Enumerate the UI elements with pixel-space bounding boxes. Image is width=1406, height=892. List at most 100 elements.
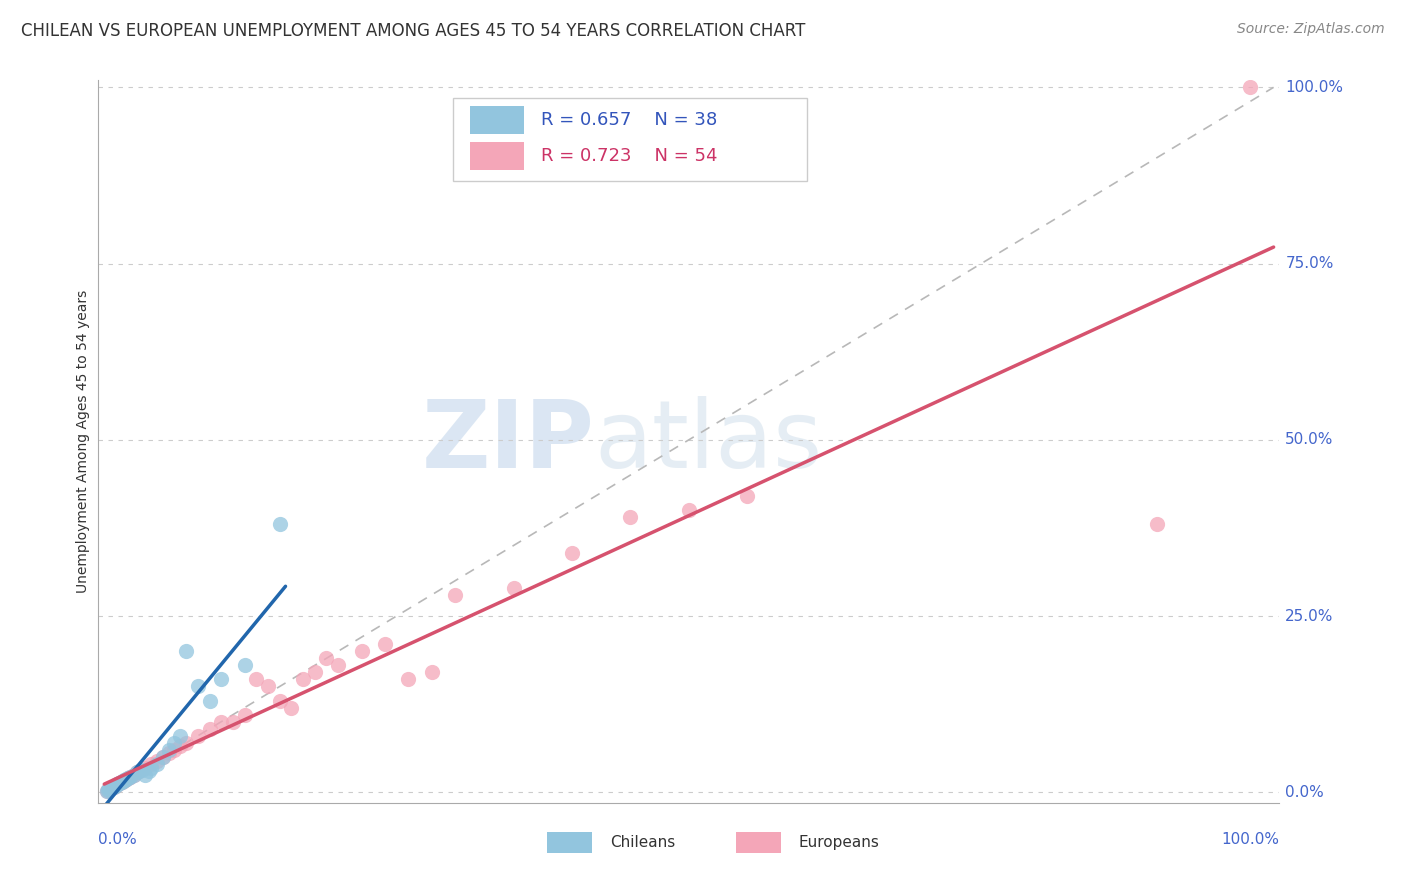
Text: Europeans: Europeans bbox=[799, 835, 880, 850]
Point bbox=[157, 743, 180, 757]
Point bbox=[108, 776, 131, 790]
Point bbox=[187, 729, 209, 743]
Point bbox=[209, 673, 232, 687]
Text: Chileans: Chileans bbox=[610, 835, 675, 850]
Point bbox=[1239, 80, 1261, 95]
Text: CHILEAN VS EUROPEAN UNEMPLOYMENT AMONG AGES 45 TO 54 YEARS CORRELATION CHART: CHILEAN VS EUROPEAN UNEMPLOYMENT AMONG A… bbox=[21, 22, 806, 40]
Point bbox=[198, 722, 221, 736]
Bar bbox=[737, 831, 782, 854]
Point bbox=[111, 774, 134, 789]
Point bbox=[169, 729, 191, 743]
Point bbox=[280, 700, 302, 714]
Bar bbox=[471, 143, 523, 169]
Point bbox=[115, 772, 138, 786]
Point bbox=[139, 760, 162, 774]
Point bbox=[114, 772, 136, 787]
Point bbox=[101, 780, 124, 795]
Point bbox=[304, 665, 326, 680]
Point bbox=[114, 772, 136, 787]
Text: 50.0%: 50.0% bbox=[1285, 433, 1334, 447]
Point bbox=[187, 680, 209, 694]
Point bbox=[110, 775, 132, 789]
Point bbox=[97, 782, 120, 797]
Point bbox=[163, 743, 186, 757]
Point bbox=[104, 778, 127, 792]
Point bbox=[117, 771, 139, 785]
Point bbox=[269, 693, 291, 707]
Point bbox=[326, 658, 349, 673]
FancyBboxPatch shape bbox=[453, 98, 807, 181]
Point bbox=[100, 780, 122, 795]
Point bbox=[105, 777, 128, 791]
Point bbox=[107, 777, 129, 791]
Point bbox=[98, 781, 121, 796]
Point bbox=[111, 774, 134, 789]
Point bbox=[101, 780, 124, 795]
Point bbox=[118, 770, 141, 784]
Point bbox=[737, 489, 759, 503]
Point bbox=[97, 783, 120, 797]
Y-axis label: Unemployment Among Ages 45 to 54 years: Unemployment Among Ages 45 to 54 years bbox=[76, 290, 90, 593]
Point bbox=[100, 780, 122, 795]
Point bbox=[1146, 517, 1168, 532]
Point bbox=[128, 764, 150, 778]
Bar bbox=[547, 831, 592, 854]
Point bbox=[122, 767, 145, 781]
Text: 75.0%: 75.0% bbox=[1285, 256, 1334, 271]
Point bbox=[444, 588, 467, 602]
Point bbox=[233, 658, 256, 673]
Point bbox=[209, 714, 232, 729]
Text: R = 0.657    N = 38: R = 0.657 N = 38 bbox=[541, 111, 717, 129]
Point bbox=[350, 644, 373, 658]
Point bbox=[104, 779, 127, 793]
Point bbox=[103, 780, 125, 794]
Point bbox=[96, 784, 118, 798]
Point bbox=[112, 773, 135, 788]
Point bbox=[117, 771, 139, 785]
Text: 25.0%: 25.0% bbox=[1285, 608, 1334, 624]
Point bbox=[561, 545, 583, 559]
Point bbox=[103, 780, 125, 794]
Point bbox=[257, 680, 280, 694]
Point bbox=[222, 714, 245, 729]
Point bbox=[125, 765, 148, 780]
Point bbox=[245, 673, 267, 687]
Text: 0.0%: 0.0% bbox=[98, 831, 138, 847]
Point bbox=[97, 783, 120, 797]
Point bbox=[233, 707, 256, 722]
Point bbox=[104, 779, 127, 793]
Bar bbox=[471, 106, 523, 134]
Point bbox=[97, 782, 120, 797]
Point bbox=[138, 764, 160, 778]
Point bbox=[131, 763, 153, 777]
Point bbox=[111, 774, 134, 789]
Point bbox=[174, 644, 197, 658]
Point bbox=[128, 764, 150, 778]
Point bbox=[125, 765, 148, 780]
Point bbox=[111, 774, 134, 789]
Point bbox=[122, 767, 145, 781]
Point bbox=[619, 510, 641, 524]
Point bbox=[146, 754, 169, 768]
Text: 100.0%: 100.0% bbox=[1285, 79, 1343, 95]
Point bbox=[420, 665, 443, 680]
Text: R = 0.723    N = 54: R = 0.723 N = 54 bbox=[541, 147, 718, 165]
Point bbox=[174, 736, 197, 750]
Text: 0.0%: 0.0% bbox=[1285, 785, 1324, 800]
Point bbox=[396, 673, 419, 687]
Point bbox=[163, 736, 186, 750]
Text: ZIP: ZIP bbox=[422, 395, 595, 488]
Point bbox=[152, 750, 174, 764]
Text: Source: ZipAtlas.com: Source: ZipAtlas.com bbox=[1237, 22, 1385, 37]
Point bbox=[104, 778, 127, 792]
Point bbox=[169, 739, 191, 754]
Point bbox=[502, 581, 524, 595]
Point bbox=[374, 637, 396, 651]
Point bbox=[98, 781, 121, 796]
Point bbox=[110, 775, 132, 789]
Point bbox=[146, 757, 169, 772]
Point bbox=[157, 747, 180, 761]
Point bbox=[105, 777, 128, 791]
Point bbox=[152, 750, 174, 764]
Point bbox=[108, 776, 131, 790]
